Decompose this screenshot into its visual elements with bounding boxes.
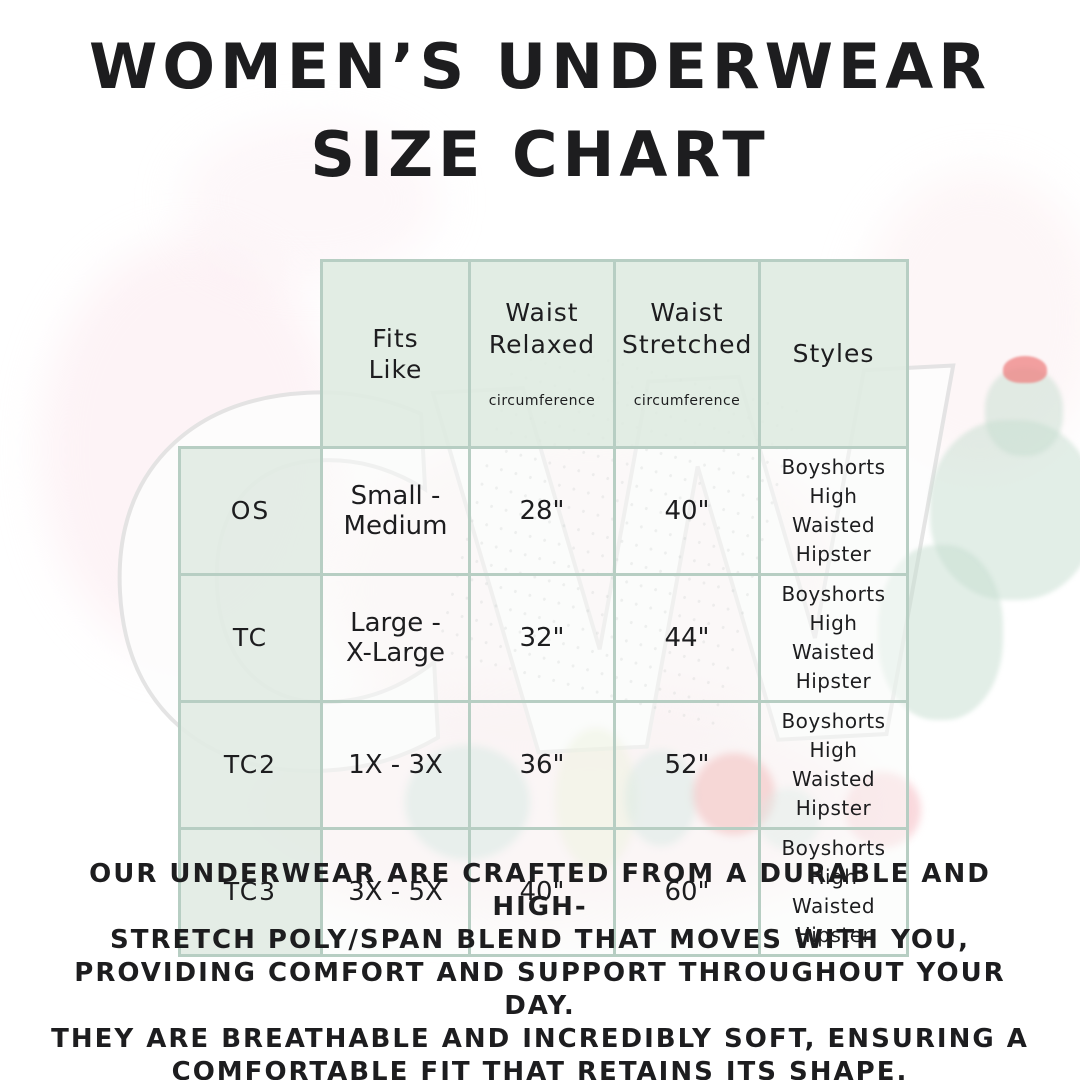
- fits-like-cell: Small - Medium: [320, 445, 471, 576]
- size-chart-table: Fits Like Waist Relaxed circumference Wa…: [178, 259, 909, 957]
- waist-relaxed-cell: 36": [468, 699, 616, 830]
- col-header-unit: circumference: [488, 393, 596, 409]
- blank-corner-cell: [180, 261, 322, 448]
- table-row: TC2 1X - 3X 36" 52" Boyshorts High Waist…: [178, 699, 909, 830]
- waist-relaxed-cell: 40": [468, 826, 616, 957]
- waist-stretched-cell: 40": [613, 445, 761, 576]
- styles-cell: Boyshorts High Waisted Hipster: [758, 826, 909, 957]
- styles-cell: Boyshorts High Waisted Hipster: [758, 445, 909, 576]
- col-header-label: Waist Relaxed: [488, 298, 596, 359]
- col-header-styles: Styles: [758, 259, 909, 449]
- col-header-unit: circumference: [633, 393, 741, 409]
- waist-relaxed-cell: 28": [468, 445, 616, 576]
- description-paragraph: OUR UNDERWEAR ARE CRAFTED FROM A DURABLE…: [51, 859, 1029, 1080]
- styles-cell: Boyshorts High Waisted Hipster: [758, 572, 909, 703]
- table-row: TC Large - X-Large 32" 44" Boyshorts Hig…: [178, 572, 909, 703]
- size-code-cell: TC: [178, 572, 323, 703]
- table-row: TC3 3X - 5X 40" 60" Boyshorts High Waist…: [178, 826, 909, 957]
- col-header-fits-like: Fits Like: [320, 259, 471, 449]
- page-title-line-1: WOMEN’S UNDERWEAR: [88, 30, 992, 103]
- fits-like-cell: 3X - 5X: [320, 826, 471, 957]
- col-header-label: Waist Stretched: [622, 298, 753, 359]
- table-row: OS Small - Medium 28" 40" Boyshorts High…: [178, 445, 909, 576]
- size-code-cell: TC3: [178, 826, 323, 957]
- size-code-cell: OS: [178, 445, 323, 576]
- styles-cell: Boyshorts High Waisted Hipster: [758, 699, 909, 830]
- fits-like-cell: 1X - 3X: [320, 699, 471, 830]
- col-header-waist-relaxed: Waist Relaxed circumference: [468, 259, 616, 449]
- table-header-row: Fits Like Waist Relaxed circumference Wa…: [180, 259, 909, 449]
- waist-stretched-cell: 44": [613, 572, 761, 703]
- waist-stretched-cell: 52": [613, 699, 761, 830]
- page-title: WOMEN’S UNDERWEAR SIZE CHART: [0, 36, 1080, 186]
- cactus-flower-watermark: [1003, 356, 1047, 383]
- waist-stretched-cell: 60": [613, 826, 761, 957]
- waist-relaxed-cell: 32": [468, 572, 616, 703]
- size-code-cell: TC2: [178, 699, 323, 830]
- col-header-waist-stretched: Waist Stretched circumference: [613, 259, 761, 449]
- page-title-line-2: SIZE CHART: [310, 118, 770, 191]
- fits-like-cell: Large - X-Large: [320, 572, 471, 703]
- pink-wash-blob: [180, 120, 440, 280]
